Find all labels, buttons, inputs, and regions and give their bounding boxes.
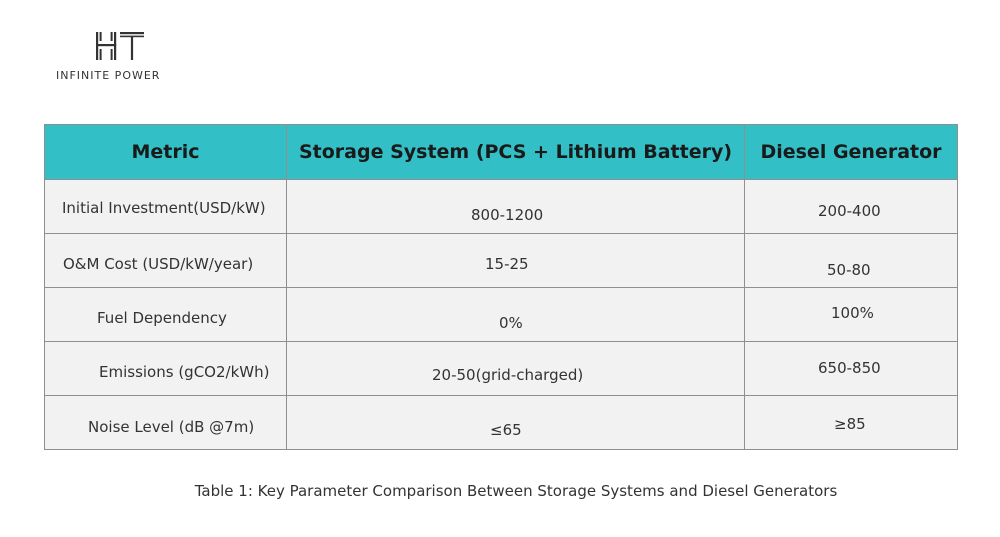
metric-label: Emissions (gCO2/kWh) <box>99 363 270 381</box>
diesel-value: 650-850 <box>818 359 881 377</box>
cell-storage: ≤65 <box>286 395 745 450</box>
diesel-value: 100% <box>831 304 874 322</box>
cell-metric: Fuel Dependency <box>44 287 287 342</box>
table-row: O&M Cost (USD/kW/year) 15-25 50-80 <box>44 233 958 288</box>
cell-metric: Emissions (gCO2/kWh) <box>44 341 287 396</box>
cell-diesel: 100% <box>744 287 958 342</box>
header-storage-system: Storage System (PCS + Lithium Battery) <box>286 124 745 180</box>
storage-value: 15-25 <box>485 255 529 273</box>
metric-label: Noise Level (dB @7m) <box>88 418 255 436</box>
table-row: Initial Investment(USD/kW) 800-1200 200-… <box>44 179 958 234</box>
diesel-value: 50-80 <box>827 261 871 279</box>
storage-value: 800-1200 <box>471 206 544 224</box>
metric-label: Initial Investment(USD/kW) <box>62 199 266 217</box>
storage-value: 20-50(grid-charged) <box>432 366 584 384</box>
cell-storage: 15-25 <box>286 233 745 288</box>
storage-value: 0% <box>499 314 523 332</box>
cell-diesel: 50-80 <box>744 233 958 288</box>
cell-storage: 800-1200 <box>286 179 745 234</box>
table-row: Noise Level (dB @7m) ≤65 ≥85 <box>44 395 958 450</box>
header-diesel-generator: Diesel Generator <box>744 124 958 180</box>
cell-storage: 20-50(grid-charged) <box>286 341 745 396</box>
cell-diesel: ≥85 <box>744 395 958 450</box>
brand-tagline: INFINITE POWER <box>56 69 161 82</box>
ht-logo-mark <box>96 32 144 60</box>
comparison-table: Metric Storage System (PCS + Lithium Bat… <box>44 124 958 450</box>
cell-metric: Noise Level (dB @7m) <box>44 395 287 450</box>
diesel-value: 200-400 <box>818 202 881 220</box>
table-header-row: Metric Storage System (PCS + Lithium Bat… <box>44 124 958 180</box>
cell-metric: O&M Cost (USD/kW/year) <box>44 233 287 288</box>
storage-value: ≤65 <box>490 421 522 439</box>
header-metric: Metric <box>44 124 287 180</box>
diesel-value: ≥85 <box>834 415 866 433</box>
table-row: Emissions (gCO2/kWh) 20-50(grid-charged)… <box>44 341 958 396</box>
cell-storage: 0% <box>286 287 745 342</box>
cell-diesel: 650-850 <box>744 341 958 396</box>
table-row: Fuel Dependency 0% 100% <box>44 287 958 342</box>
cell-diesel: 200-400 <box>744 179 958 234</box>
cell-metric: Initial Investment(USD/kW) <box>44 179 287 234</box>
metric-label: Fuel Dependency <box>97 309 227 327</box>
metric-label: O&M Cost (USD/kW/year) <box>63 255 254 273</box>
table-caption: Table 1: Key Parameter Comparison Betwee… <box>194 482 838 500</box>
